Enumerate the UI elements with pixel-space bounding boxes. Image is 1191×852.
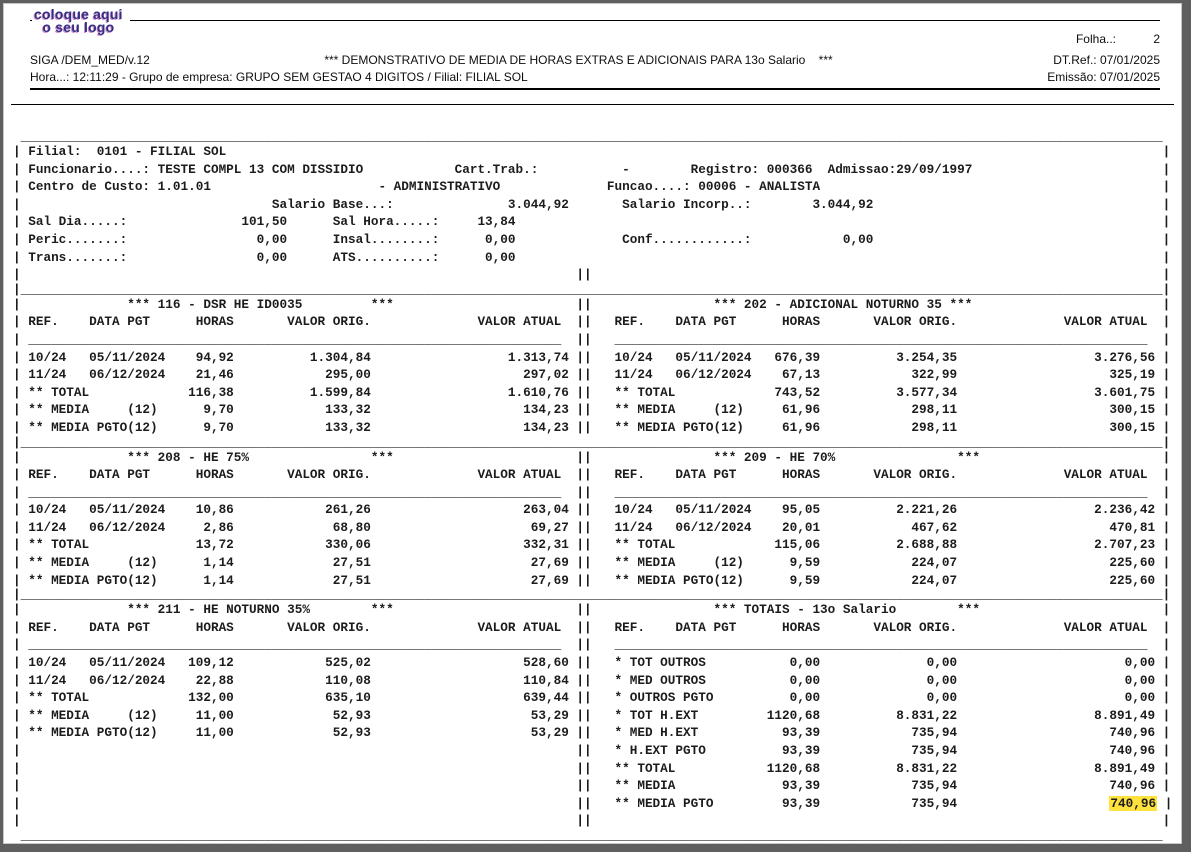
report-line: | ______________________________________…	[13, 484, 1171, 500]
report-line: | Funcionario....: TESTE COMPL 13 COM DI…	[13, 161, 1171, 177]
report-line: | REF. DATA PGT HORAS VALOR ORIG. VALOR …	[13, 314, 1171, 330]
report-line: | ** MEDIA (12) 11,00 52,93 53,29 || * T…	[13, 707, 1171, 723]
time-group-line: Hora...: 12:11:29 - Grupo de empresa: GR…	[30, 70, 528, 84]
report-line: | ** TOTAL 13,72 330,06 332,31 || ** TOT…	[13, 537, 1171, 553]
page-top-rule	[11, 104, 1174, 105]
header-bottom-rule	[30, 88, 1160, 90]
report-line: | ** MEDIA (12) 1,14 27,51 27,69 || ** M…	[13, 555, 1171, 571]
report-line: | || ** MEDIA PGTO 93,39 735,94 740,96 |	[13, 795, 1173, 811]
report-line: | || * H.EXT PGTO 93,39 735,94 740,96 |	[13, 743, 1171, 758]
report-line: | *** 211 - HE NOTURNO 35% *** || *** TO…	[13, 602, 1171, 618]
report-line: |_______________________________________…	[13, 587, 1171, 603]
report-line: | || ** TOTAL 1120,68 8.831,22 8.891,49 …	[13, 760, 1171, 776]
report-line: | Filial: 0101 - FILIAL SOL |	[13, 144, 1171, 159]
page-number: Folha..: 2	[1076, 32, 1160, 46]
report-line: | ______________________________________…	[13, 331, 1171, 347]
report-title: *** DEMONSTRATIVO DE MEDIA DE HORAS EXTR…	[324, 53, 833, 67]
report-line: |_______________________________________…	[13, 434, 1171, 450]
report-line: | *** 116 - DSR HE ID0035 *** || *** 202…	[13, 296, 1171, 312]
report-line: | *** 208 - HE 75% *** || *** 209 - HE 7…	[13, 449, 1171, 465]
report-line: | Salario Base...: 3.044,92 Salario Inco…	[13, 196, 1171, 212]
report-line: | 10/24 05/11/2024 94,92 1.304,84 1.313,…	[13, 349, 1171, 365]
report-line: | 10/24 05/11/2024 10,86 261,26 263,04 |…	[13, 502, 1171, 518]
folha-label: Folha..:	[1075, 32, 1116, 46]
report-line: | REF. DATA PGT HORAS VALOR ORIG. VALOR …	[13, 467, 1171, 483]
report-line: | || ** MEDIA 93,39 735,94 740,96 |	[13, 778, 1171, 794]
report-line: | 11/24 06/12/2024 21,46 295,00 297,02 |…	[13, 367, 1171, 383]
system-id: SIGA /DEM_MED/v.12	[30, 53, 150, 67]
report-line: | 11/24 06/12/2024 22,88 110,08 110,84 |…	[13, 672, 1171, 688]
company-logo: coloque aqui o seu logo	[32, 6, 130, 35]
header-top-rule	[30, 20, 1160, 21]
report-line: |_______________________________________…	[13, 281, 1171, 297]
report-line: | ** MEDIA PGTO(12) 1,14 27,51 27,69 || …	[13, 572, 1171, 588]
report-line: | || |	[13, 813, 1171, 829]
report-line: | || |	[13, 267, 1171, 283]
report-line: | ** MEDIA (12) 9,70 133,32 134,23 || **…	[13, 402, 1171, 418]
report-line: | Sal Dia.....: 101,50 Sal Hora.....: 13…	[13, 214, 1171, 230]
emission-date: Emissão: 07/01/2025	[1047, 70, 1160, 84]
logo-line2: o seu logo	[42, 18, 115, 35]
report-line: | ** TOTAL 132,00 635,10 639,44 || * OUT…	[13, 690, 1171, 706]
report-line: | Trans.......: 0,00 ATS..........: 0,00…	[13, 249, 1171, 265]
report-line: | ______________________________________…	[13, 637, 1171, 653]
report-line: ________________________________________…	[13, 129, 1171, 144]
folha-value: 2	[1153, 32, 1160, 46]
report-line: | Centro de Custo: 1.01.01 - ADMINISTRAT…	[13, 179, 1171, 195]
report-body: ________________________________________…	[13, 129, 1173, 843]
highlighted-value: 740,96	[1109, 795, 1158, 811]
report-line: ________________________________________…	[13, 827, 1171, 843]
report-line: | Peric.......: 0,00 Insal........: 0,00…	[13, 231, 1171, 247]
reference-date: DT.Ref.: 07/01/2025	[1053, 53, 1160, 67]
report-line: | ** MEDIA PGTO(12) 9,70 133,32 134,23 |…	[13, 419, 1171, 435]
logo-line1: coloque aqui	[34, 6, 123, 22]
report-line: | ** MEDIA PGTO(12) 11,00 52,93 53,29 ||…	[13, 725, 1171, 741]
report-line: | 10/24 05/11/2024 109,12 525,02 528,60 …	[13, 655, 1171, 671]
report-line: | ** TOTAL 116,38 1.599,84 1.610,76 || *…	[13, 384, 1171, 400]
report-line: | 11/24 06/12/2024 2,86 68,80 69,27 || 1…	[13, 519, 1171, 535]
report-line: | REF. DATA PGT HORAS VALOR ORIG. VALOR …	[13, 619, 1171, 635]
